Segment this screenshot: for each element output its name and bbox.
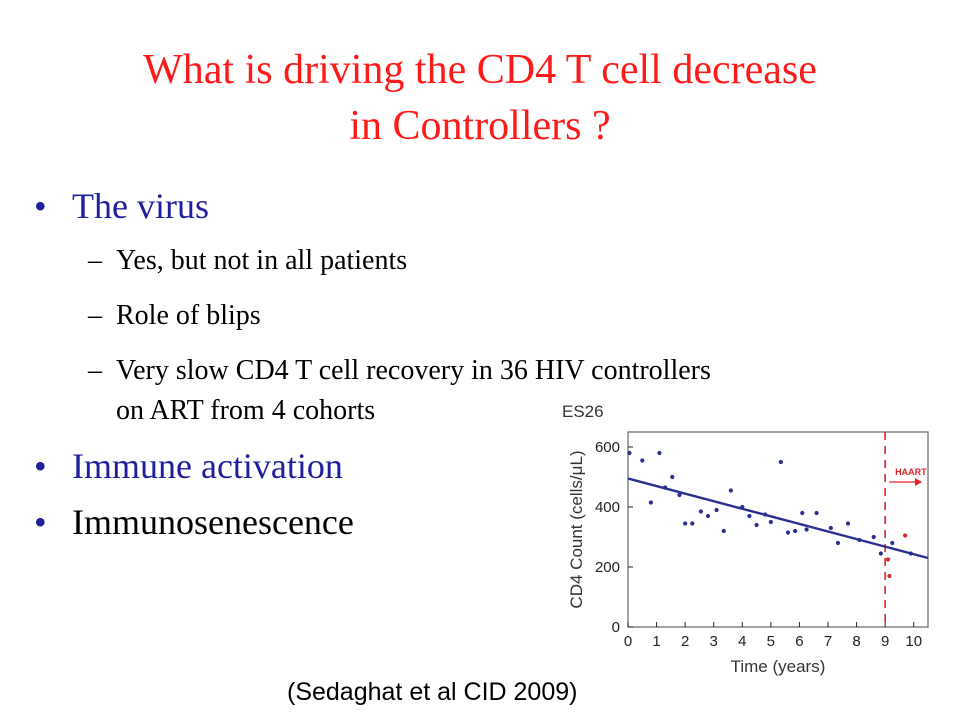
y-tick-label: 0 [612,619,620,636]
bullet-dot: • [34,446,47,486]
data-point [721,528,726,534]
subbullet-role-of-blips: – Role of blips [38,299,938,333]
data-point [835,540,841,546]
data-point [663,485,668,490]
data-point [754,522,759,528]
subbullet-text: on ART from 4 cohorts [116,395,376,426]
data-point [785,530,791,535]
haart-annotation: HAART [895,467,927,477]
slide-title: What is driving the CD4 T cell decrease … [0,42,960,154]
data-point [800,510,805,516]
x-tick-label: 4 [738,633,746,650]
x-tick-label: 5 [767,633,775,650]
x-axis-label: Time (years) [731,657,826,676]
post-haart-point [885,557,891,562]
data-point [728,488,733,493]
data-point [814,510,819,516]
bullet-text: The virus [72,186,209,226]
data-point [627,450,632,456]
y-tick-label: 600 [595,439,620,456]
bullet-text: Immune activation [72,446,343,486]
bullet-dot: • [34,502,47,542]
subbullet-slow-recovery-cont: on ART from 4 cohorts [38,394,938,428]
data-point [740,504,745,510]
x-tick-label: 9 [881,633,889,650]
subbullet-text: Role of blips [116,300,261,331]
bullet-dot: • [34,186,47,226]
slide-title-line-1: What is driving the CD4 T cell decrease [143,47,817,93]
bullet-list: • The virus – Yes, but not in all patien… [34,182,938,554]
data-point [648,500,653,505]
data-point [857,537,862,543]
data-point [804,527,809,532]
chart-title: ES26 [562,402,604,421]
data-point [657,450,662,456]
y-axis-label: CD4 Count (cells/μL) [567,450,586,608]
bullet-the-virus: • The virus [34,182,938,230]
subbullet-not-all-patients: – Yes, but not in all patients [38,244,938,278]
citation: (Sedaghat et al CID 2009) [287,678,578,706]
data-point [747,513,752,519]
data-point [763,512,768,517]
data-point [908,551,913,556]
post-haart-point [903,533,908,538]
haart-arrowhead [915,478,922,486]
x-tick-label: 7 [824,633,832,650]
y-tick-label: 400 [595,499,620,516]
subbullet-text: Very slow CD4 T cell recovery in 36 HIV … [116,355,711,386]
y-tick-label: 200 [595,559,620,576]
x-tick-label: 3 [710,633,718,650]
data-point [677,492,682,498]
x-tick-label: 6 [795,633,803,650]
cd4-scatter-chart: ES26 CD4 Count (cells/μL) Time (years) 0… [562,402,929,676]
subbullet-dash: – [88,300,102,331]
data-point [714,507,719,513]
post-haart-point [887,573,892,579]
x-tick-label: 10 [905,633,922,650]
data-point [698,509,703,514]
bullet-immunosenescence: • Immunosenescence [34,498,938,546]
data-point [683,521,688,526]
x-tick-label: 8 [852,633,860,650]
x-tick-label: 1 [652,633,660,650]
data-point [778,459,783,465]
plot-area: 0 1 2 3 4 5 6 7 8 9 10 0 200 400 600 HAART [595,431,929,650]
data-point [640,458,645,463]
subbullet-dash: – [88,355,102,386]
data-point [878,551,883,556]
bullet-text: Immunosenescence [72,502,354,542]
bullet-immune-activation: • Immune activation [34,442,938,490]
data-point [793,528,798,534]
subbullet-slow-recovery: – Very slow CD4 T cell recovery in 36 HI… [38,354,938,388]
data-point [845,521,851,526]
data-point [705,513,711,519]
data-point [670,474,675,480]
subbullet-text: Yes, but not in all patients [116,245,408,276]
x-tick-label: 2 [681,633,689,650]
data-point [890,540,895,546]
plot-frame [627,431,929,628]
subbullet-dash: – [88,245,102,276]
data-point [828,525,833,531]
data-point [690,521,695,526]
data-point [768,519,773,525]
x-tick-label: 0 [624,633,632,650]
slide-title-line-2: in Controllers ? [349,103,611,149]
trend-line [627,477,929,560]
data-point [871,534,876,540]
